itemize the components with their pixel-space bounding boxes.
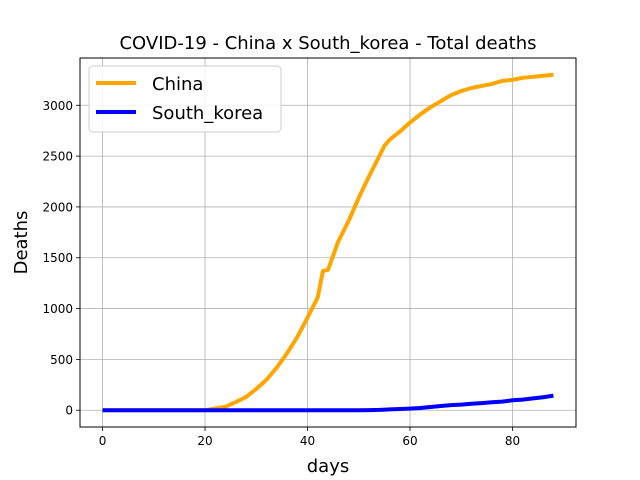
y-tick-label: 0 [65,404,73,418]
x-tick-label: 20 [197,434,212,448]
legend-label-china: China [152,74,203,95]
x-tick-label: 60 [402,434,417,448]
legend-box [88,65,282,133]
x-tick-label: 80 [505,434,520,448]
x-tick-label: 40 [300,434,315,448]
y-tick-label: 500 [50,353,73,367]
x-axis-title: days [307,456,350,477]
y-tick-label: 2500 [42,150,73,164]
plot-lines [102,72,554,413]
legend-label-south-korea: South_korea [152,103,263,124]
x-tick-label: 0 [99,434,107,448]
series-line-south-korea [102,393,554,413]
chart-title: COVID-19 - China x South_korea - Total d… [119,33,536,54]
axis-ticks: 0 20 40 60 80 0 500 1000 1500 2000 2500 3000 [42,99,520,448]
plot-frame [79,57,577,428]
y-tick-label: 1500 [42,251,73,265]
y-tick-label: 1000 [42,302,73,316]
y-tick-label: 3000 [42,99,73,113]
grid [80,58,576,427]
y-axis-title: Deaths [11,211,32,275]
legend: China South_korea [88,65,282,133]
y-tick-label: 2000 [42,200,73,214]
